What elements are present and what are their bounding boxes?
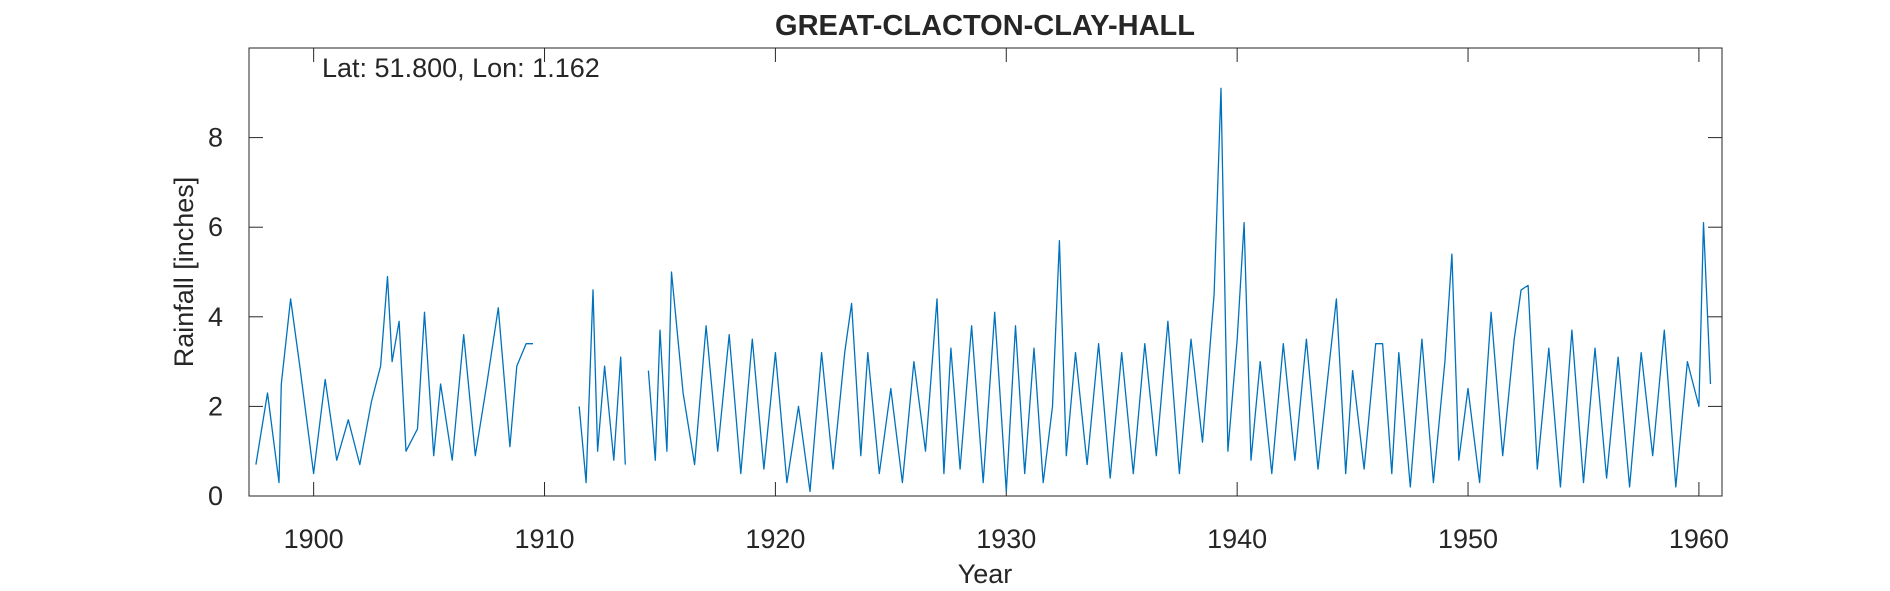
x-tick-label: 1960 bbox=[1669, 524, 1729, 554]
chart-title: GREAT-CLACTON-CLAY-HALL bbox=[775, 10, 1195, 42]
rainfall-series bbox=[255, 87, 1712, 493]
x-axis-label: Year bbox=[958, 559, 1013, 589]
y-tick-label: 2 bbox=[208, 391, 223, 421]
rainfall-series-line bbox=[578, 289, 626, 484]
y-tick-label: 4 bbox=[208, 302, 223, 332]
y-axis-label: Rainfall [inches] bbox=[169, 177, 199, 368]
x-tick-label: 1950 bbox=[1438, 524, 1498, 554]
x-tick-label: 1940 bbox=[1207, 524, 1267, 554]
axis-ticks: 1900 1910 1920 1930 1940 1950 1960 0 2 4 6 8 bbox=[208, 48, 1729, 554]
x-tick-label: 1900 bbox=[284, 524, 344, 554]
plot-area bbox=[248, 47, 1723, 497]
location-annotation: Lat: 51.800, Lon: 1.162 bbox=[322, 53, 600, 83]
y-tick-label: 0 bbox=[208, 481, 223, 511]
x-tick-label: 1910 bbox=[514, 524, 574, 554]
x-tick-label: 1920 bbox=[745, 524, 805, 554]
y-tick-label: 6 bbox=[208, 212, 223, 242]
y-tick-label: 8 bbox=[208, 123, 223, 153]
rainfall-series-line bbox=[255, 275, 533, 484]
x-tick-label: 1930 bbox=[976, 524, 1036, 554]
rainfall-series-line bbox=[647, 87, 1712, 493]
